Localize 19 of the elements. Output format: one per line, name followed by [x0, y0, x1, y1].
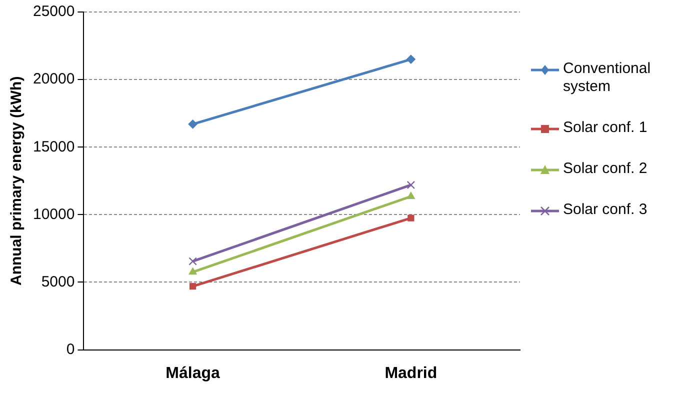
y-tick-label: 20000: [32, 70, 75, 88]
point: [408, 214, 414, 222]
point: [189, 282, 196, 290]
legend-label: Solar conf. 2: [563, 160, 648, 178]
y-tick-label: 5000: [41, 273, 75, 290]
y-tick-label: 15000: [32, 138, 75, 156]
point: [188, 120, 198, 129]
legend-label: Conventional system: [563, 60, 652, 96]
point: [188, 257, 197, 266]
legend-label: Solar conf. 3: [563, 201, 648, 219]
y-tick-label: 0: [66, 340, 75, 358]
y-axis-title: Annual primary energy (kWh): [8, 76, 26, 286]
point: [406, 54, 416, 64]
y-tick-label: 25000: [32, 3, 75, 20]
y-tick-label: 10000: [32, 206, 75, 223]
legend-label: Solar conf. 1: [563, 119, 648, 137]
x-tick-label: Málaga: [166, 364, 220, 382]
x-tick-label: Madrid: [384, 364, 438, 382]
point: [406, 180, 416, 190]
